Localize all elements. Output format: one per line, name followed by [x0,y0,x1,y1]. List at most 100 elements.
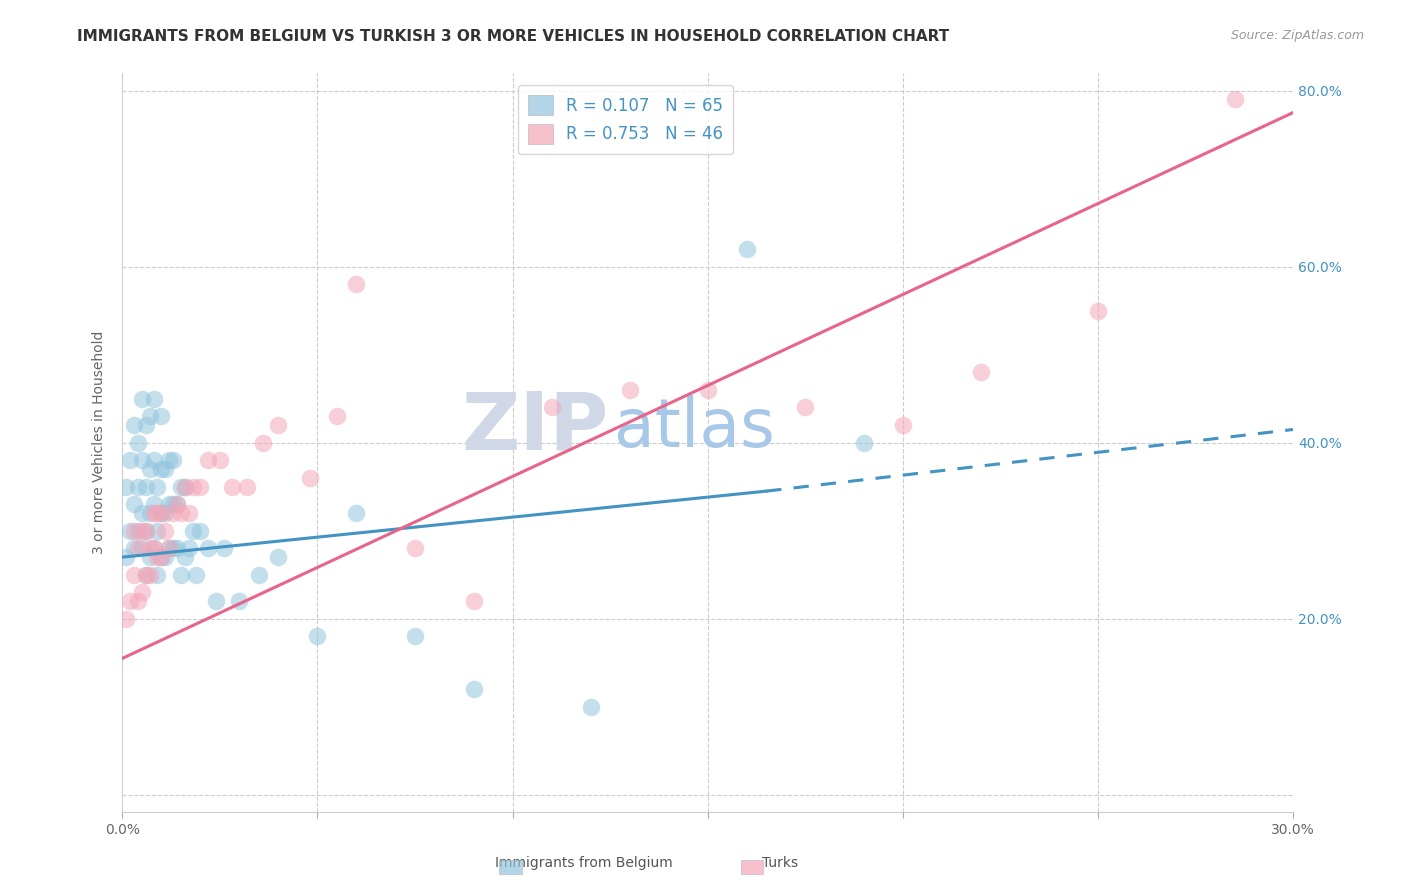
Point [346,277,368,292]
Point [346,506,368,520]
Point [155,462,177,476]
Point [212,541,235,556]
Point [131,392,153,406]
Point [228,594,250,608]
Point [122,497,145,511]
Point [205,594,228,608]
Point [197,453,219,467]
Point [794,401,817,415]
Point [208,453,231,467]
Point [142,497,165,511]
Point [127,594,149,608]
Point [150,550,173,565]
Point [142,541,165,556]
Point [131,524,153,538]
Point [162,541,184,556]
Point [157,453,180,467]
Point [150,409,173,424]
Point [146,524,169,538]
Y-axis label: 3 or more Vehicles in Household: 3 or more Vehicles in Household [93,331,107,555]
Point [177,506,200,520]
Text: ZIP: ZIP [461,389,609,467]
Point [131,585,153,599]
Point [115,550,138,565]
Point [120,524,142,538]
Point [150,462,173,476]
Point [1223,92,1246,106]
Point [150,506,173,520]
Point [162,497,184,511]
Point [131,453,153,467]
Point [135,567,157,582]
Text: IMMIGRANTS FROM BELGIUM VS TURKISH 3 OR MORE VEHICLES IN HOUSEHOLD CORRELATION C: IMMIGRANTS FROM BELGIUM VS TURKISH 3 OR … [77,29,949,44]
Point [155,506,177,520]
Point [135,567,157,582]
Point [166,541,188,556]
Point [307,629,329,643]
Point [162,453,184,467]
Point [1087,303,1109,318]
Point [135,480,157,494]
Point [181,524,204,538]
Point [267,418,290,433]
Point [170,480,193,494]
Point [135,524,157,538]
Point [127,524,149,538]
Point [122,541,145,556]
Point [157,541,180,556]
Point [579,699,602,714]
Point [157,497,180,511]
Point [619,383,641,397]
Point [221,480,243,494]
Text: atlas: atlas [614,395,775,461]
Text: Turks: Turks [762,856,799,870]
Point [157,541,180,556]
Point [155,550,177,565]
Point [186,567,208,582]
Point [142,506,165,520]
Legend: R = 0.107   N = 65, R = 0.753   N = 46: R = 0.107 N = 65, R = 0.753 N = 46 [517,85,734,154]
Point [852,435,875,450]
Point [162,506,184,520]
Point [131,541,153,556]
Text: Immigrants from Belgium: Immigrants from Belgium [495,856,672,870]
Point [891,418,914,433]
Point [135,524,157,538]
Point [170,567,193,582]
Point [173,480,195,494]
Point [404,541,426,556]
Point [735,242,758,256]
Point [150,506,173,520]
Point [252,435,274,450]
Point [122,567,145,582]
Point [127,541,149,556]
Point [138,409,160,424]
Point [188,480,211,494]
Point [166,497,188,511]
Point [166,497,188,511]
Point [131,506,153,520]
Point [197,541,219,556]
Point [138,462,160,476]
Point [267,550,290,565]
Point [170,506,193,520]
Point [181,480,204,494]
Point [135,418,157,433]
Point [540,401,562,415]
Point [298,471,321,485]
Point [127,435,149,450]
Point [138,550,160,565]
Point [115,612,138,626]
Point [142,453,165,467]
Point [150,550,173,565]
Point [115,480,138,494]
Point [142,392,165,406]
Point [138,541,160,556]
Point [120,453,142,467]
Point [122,524,145,538]
Point [120,594,142,608]
Point [463,594,485,608]
Point [970,365,993,379]
Point [188,524,211,538]
Point [146,506,169,520]
